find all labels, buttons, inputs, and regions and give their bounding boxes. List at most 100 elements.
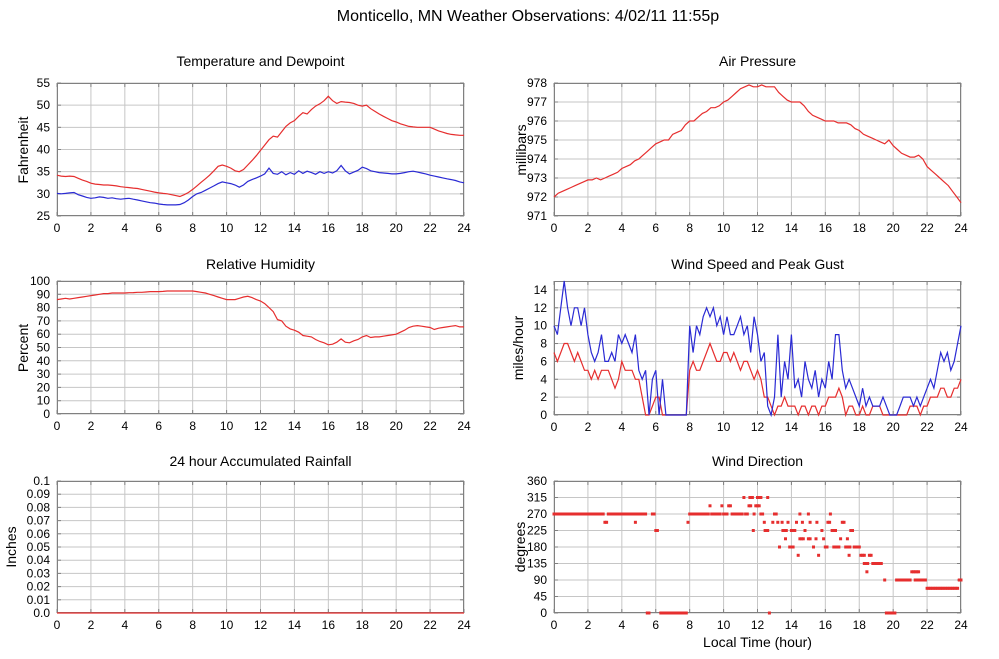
svg-text:55: 55 — [37, 76, 51, 90]
svg-text:30: 30 — [37, 367, 51, 381]
svg-text:135: 135 — [527, 557, 547, 571]
svg-text:972: 972 — [527, 190, 547, 204]
svg-text:0: 0 — [551, 420, 558, 434]
ylabel-percent: Percent — [15, 323, 31, 373]
svg-text:270: 270 — [527, 507, 547, 521]
svg-text:18: 18 — [853, 420, 867, 434]
svg-text:6: 6 — [652, 420, 659, 434]
svg-text:10: 10 — [220, 221, 234, 235]
svg-text:18: 18 — [356, 221, 370, 235]
svg-text:0: 0 — [54, 419, 61, 433]
svg-text:0: 0 — [540, 606, 547, 620]
page-title: Monticello, MN Weather Observations: 4/0… — [336, 8, 720, 25]
svg-text:14: 14 — [288, 618, 302, 632]
svg-text:2: 2 — [540, 390, 547, 404]
svg-text:45: 45 — [534, 590, 548, 604]
svg-text:360: 360 — [527, 474, 547, 488]
svg-text:45: 45 — [37, 120, 51, 134]
svg-text:14: 14 — [288, 419, 302, 433]
svg-text:22: 22 — [423, 221, 437, 235]
svg-text:0: 0 — [551, 221, 558, 235]
svg-text:2: 2 — [88, 221, 95, 235]
svg-text:8: 8 — [189, 221, 196, 235]
svg-text:12: 12 — [254, 221, 268, 235]
svg-text:10: 10 — [534, 319, 548, 333]
svg-text:14: 14 — [785, 221, 799, 235]
svg-text:14: 14 — [288, 221, 302, 235]
svg-text:4: 4 — [121, 618, 128, 632]
svg-text:22: 22 — [920, 221, 934, 235]
svg-text:24: 24 — [457, 221, 471, 235]
svg-text:6: 6 — [652, 221, 659, 235]
svg-text:0.02: 0.02 — [27, 580, 51, 594]
svg-text:4: 4 — [121, 221, 128, 235]
wind-direction-plot: 0 2 4 6 8 10 12 14 16 18 20 22 240459013518022527031… — [527, 474, 968, 632]
chart-title-rainfall: 24 hour Accumulated Rainfall — [169, 453, 352, 469]
svg-text:10: 10 — [220, 419, 234, 433]
svg-text:315: 315 — [527, 491, 547, 505]
svg-text:2: 2 — [585, 618, 592, 632]
svg-text:6: 6 — [155, 221, 162, 235]
svg-text:0: 0 — [43, 407, 50, 421]
svg-text:4: 4 — [540, 372, 547, 386]
relative-humidity-plot: 0 2 4 6 8 10 12 14 16 18 20 22 240102030405060708090… — [30, 274, 471, 433]
ylabel-inches: Inches — [3, 526, 19, 568]
air-pressure-plot: 0 2 4 6 8 10 12 14 16 18 20 22 249719729739749759769… — [527, 76, 968, 235]
svg-text:40: 40 — [37, 354, 51, 368]
svg-text:40: 40 — [37, 143, 51, 157]
svg-text:4: 4 — [121, 419, 128, 433]
svg-text:16: 16 — [322, 419, 336, 433]
svg-text:16: 16 — [819, 221, 833, 235]
svg-text:22: 22 — [423, 618, 437, 632]
svg-text:4: 4 — [618, 221, 625, 235]
svg-text:8: 8 — [686, 420, 693, 434]
svg-text:225: 225 — [527, 524, 547, 538]
svg-text:2: 2 — [88, 419, 95, 433]
svg-text:4: 4 — [618, 618, 625, 632]
svg-text:12: 12 — [751, 618, 765, 632]
svg-text:12: 12 — [534, 301, 548, 315]
svg-text:80: 80 — [37, 301, 51, 315]
chart-title-wind-direction: Wind Direction — [711, 453, 804, 469]
svg-text:20: 20 — [37, 380, 51, 394]
svg-text:25: 25 — [37, 209, 51, 223]
svg-text:20: 20 — [886, 420, 900, 434]
svg-text:0.09: 0.09 — [27, 487, 51, 501]
svg-text:18: 18 — [356, 419, 370, 433]
svg-text:8: 8 — [189, 618, 196, 632]
svg-text:10: 10 — [717, 420, 731, 434]
svg-text:50: 50 — [37, 98, 51, 112]
chart-title-wind-speed-gust: Wind Speed and Peak Gust — [671, 256, 844, 272]
svg-text:30: 30 — [37, 187, 51, 201]
svg-text:10: 10 — [220, 618, 234, 632]
svg-text:971: 971 — [527, 209, 547, 223]
svg-text:90: 90 — [534, 573, 548, 587]
svg-text:8: 8 — [686, 221, 693, 235]
svg-text:180: 180 — [527, 540, 547, 554]
svg-text:2: 2 — [88, 618, 95, 632]
svg-text:10: 10 — [37, 394, 51, 408]
svg-text:8: 8 — [189, 419, 196, 433]
svg-text:70: 70 — [37, 314, 51, 328]
svg-text:18: 18 — [853, 618, 867, 632]
svg-text:8: 8 — [686, 618, 693, 632]
svg-text:0.0: 0.0 — [33, 606, 50, 620]
svg-text:974: 974 — [527, 152, 547, 166]
svg-text:2: 2 — [585, 420, 592, 434]
svg-text:978: 978 — [527, 76, 547, 90]
xlabel-local-time: Local Time (hour) — [703, 634, 812, 650]
svg-text:12: 12 — [254, 618, 268, 632]
svg-text:50: 50 — [37, 341, 51, 355]
svg-text:0.01: 0.01 — [27, 593, 51, 607]
svg-text:16: 16 — [819, 420, 833, 434]
svg-text:6: 6 — [155, 618, 162, 632]
svg-text:12: 12 — [751, 420, 765, 434]
svg-text:16: 16 — [322, 221, 336, 235]
svg-text:35: 35 — [37, 165, 51, 179]
ylabel-miles-hour: miles/hour — [510, 315, 526, 381]
svg-text:6: 6 — [540, 354, 547, 368]
svg-text:0.06: 0.06 — [27, 527, 51, 541]
svg-text:24: 24 — [457, 419, 471, 433]
